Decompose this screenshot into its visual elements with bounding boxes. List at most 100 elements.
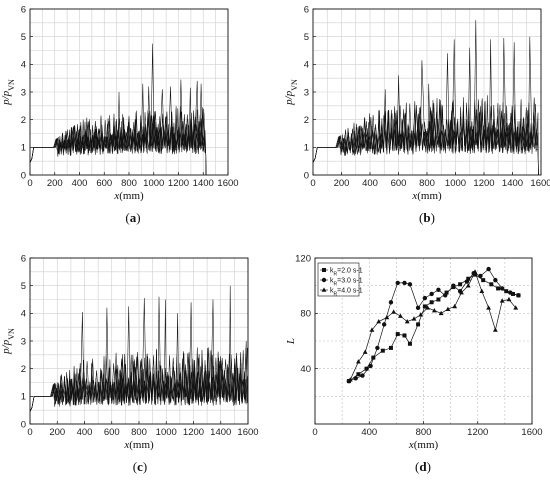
- panel-label: (c): [133, 459, 147, 474]
- y-axis-label: p/pVN: [0, 328, 16, 355]
- data-point-s0-18: [481, 278, 486, 283]
- x-tick-label: 600: [391, 178, 407, 189]
- data-point-s1-24: [516, 293, 521, 298]
- data-point-s1-2: [360, 373, 365, 378]
- data-point-s1-5: [381, 322, 387, 327]
- legend-label-1: kR=3.0 s-1: [330, 278, 363, 288]
- data-point-s1-21: [493, 277, 498, 283]
- y-tick-label: 0: [304, 170, 309, 181]
- x-axis-label: x(mm): [408, 439, 439, 451]
- panel-label: (d): [415, 459, 431, 474]
- x-tick-label: 0: [27, 178, 32, 189]
- y-tick-label: 3: [304, 87, 309, 98]
- data-point-s0-9: [416, 322, 421, 327]
- data-point-s1-11: [422, 295, 428, 301]
- data-point-s2-11: [425, 305, 430, 310]
- x-tick-label: 0: [310, 178, 315, 189]
- x-tick-label: 1600: [237, 427, 258, 438]
- y-tick-label: 6: [21, 253, 26, 264]
- data-point-s2-24: [513, 305, 519, 310]
- y-tick-label: 2: [304, 115, 309, 126]
- data-point-s0-15: [458, 282, 463, 287]
- data-point-s0-11: [429, 300, 434, 305]
- legend-label-2: kR=4.0 s-1: [330, 288, 363, 298]
- data-point-s2-0: [347, 377, 353, 382]
- pressure-trace-4: [312, 98, 539, 176]
- y-tick-label: 80: [300, 309, 311, 320]
- data-point-s2-6: [391, 309, 397, 314]
- data-point-s1-15: [451, 283, 456, 288]
- x-tick-label: 800: [416, 427, 432, 438]
- x-tick-label: 200: [47, 178, 63, 189]
- y-tick-label: 2: [21, 364, 26, 375]
- data-point-s0-1: [356, 372, 361, 377]
- x-tick-label: 800: [121, 178, 137, 189]
- data-point-s1-6: [388, 300, 394, 305]
- y-tick-label: 3: [21, 87, 26, 98]
- x-tick-label: 800: [131, 427, 147, 438]
- data-point-s0-2: [364, 366, 369, 371]
- x-tick-label: 800: [419, 178, 435, 189]
- y-tick-label: 2: [21, 115, 26, 126]
- chart-panel-1: 0 200 400 600 800 1000 1200 1400 1600 0 1 2 3 4 5 6 x(mm…: [283, 4, 550, 225]
- data-point-s2-20: [486, 305, 491, 310]
- data-point-s1-14: [443, 293, 448, 298]
- data-point-s0-6: [395, 332, 400, 337]
- data-point-s0-13: [444, 290, 449, 295]
- x-tick-label: 1600: [217, 178, 238, 189]
- data-point-s0-12: [436, 297, 441, 302]
- data-point-s0-22: [511, 291, 516, 296]
- y-tick-label: 5: [21, 281, 26, 292]
- x-tick-label: 1600: [521, 427, 542, 438]
- chart-panel-3: kR=2.0 s-1kR=3.0 s-1kR=4.0 s-1 0 400 800 120…: [285, 253, 543, 474]
- data-point-s2-14: [445, 306, 451, 311]
- y-tick-label: 1: [304, 143, 309, 154]
- data-point-s2-1: [356, 359, 361, 364]
- data-point-s2-9: [411, 316, 417, 321]
- data-point-s1-4: [375, 345, 380, 351]
- y-tick-label: 1: [21, 392, 26, 403]
- pressure-trace-2: [29, 347, 248, 412]
- x-tick-label: 1400: [210, 427, 231, 438]
- data-point-s1-10: [415, 305, 421, 310]
- legend-marker-0: [322, 268, 326, 272]
- y-tick-label: 4: [21, 309, 26, 320]
- y-tick-label: 3: [21, 336, 26, 347]
- y-tick-label: 5: [21, 32, 26, 43]
- data-point-s0-7: [402, 333, 407, 338]
- data-point-s0-8: [407, 341, 412, 346]
- x-tick-label: 400: [361, 427, 377, 438]
- data-point-s2-22: [499, 298, 505, 303]
- series-line-2: [349, 270, 516, 380]
- data-point-s1-22: [499, 286, 505, 291]
- legend: kR=2.0 s-1kR=3.0 s-1kR=4.0 s-1: [317, 262, 363, 298]
- data-point-s0-5: [388, 345, 393, 350]
- y-tick-label: 5: [304, 32, 309, 43]
- data-point-s2-23: [506, 296, 512, 302]
- data-point-s1-3: [368, 363, 373, 369]
- data-point-s2-7: [398, 313, 403, 318]
- y-axis-label: p/pVN: [0, 79, 16, 106]
- x-axis-label: x(mm): [411, 190, 442, 202]
- data-point-s0-19: [489, 282, 494, 287]
- y-tick-label: 0: [21, 419, 26, 430]
- x-tick-label: 1200: [467, 427, 488, 438]
- y-tick-label: 0: [21, 170, 26, 181]
- data-point-s2-3: [369, 327, 375, 332]
- data-point-s0-21: [504, 289, 509, 294]
- y-tick-label: 4: [21, 60, 26, 71]
- x-tick-label: 600: [96, 178, 112, 189]
- x-tick-label: 1200: [183, 427, 204, 438]
- data-point-s0-4: [380, 348, 385, 353]
- y-axis-label: L: [285, 338, 297, 345]
- x-tick-label: 200: [334, 178, 350, 189]
- pressure-trace-0: [29, 43, 207, 176]
- y-tick-label: 40: [300, 364, 311, 375]
- data-point-s2-17: [465, 283, 471, 288]
- panel-label: (a): [125, 210, 140, 225]
- x-tick-label: 1000: [143, 178, 164, 189]
- data-point-s1-9: [407, 282, 413, 287]
- data-point-s1-8: [402, 280, 407, 286]
- x-tick-label: 1000: [156, 427, 177, 438]
